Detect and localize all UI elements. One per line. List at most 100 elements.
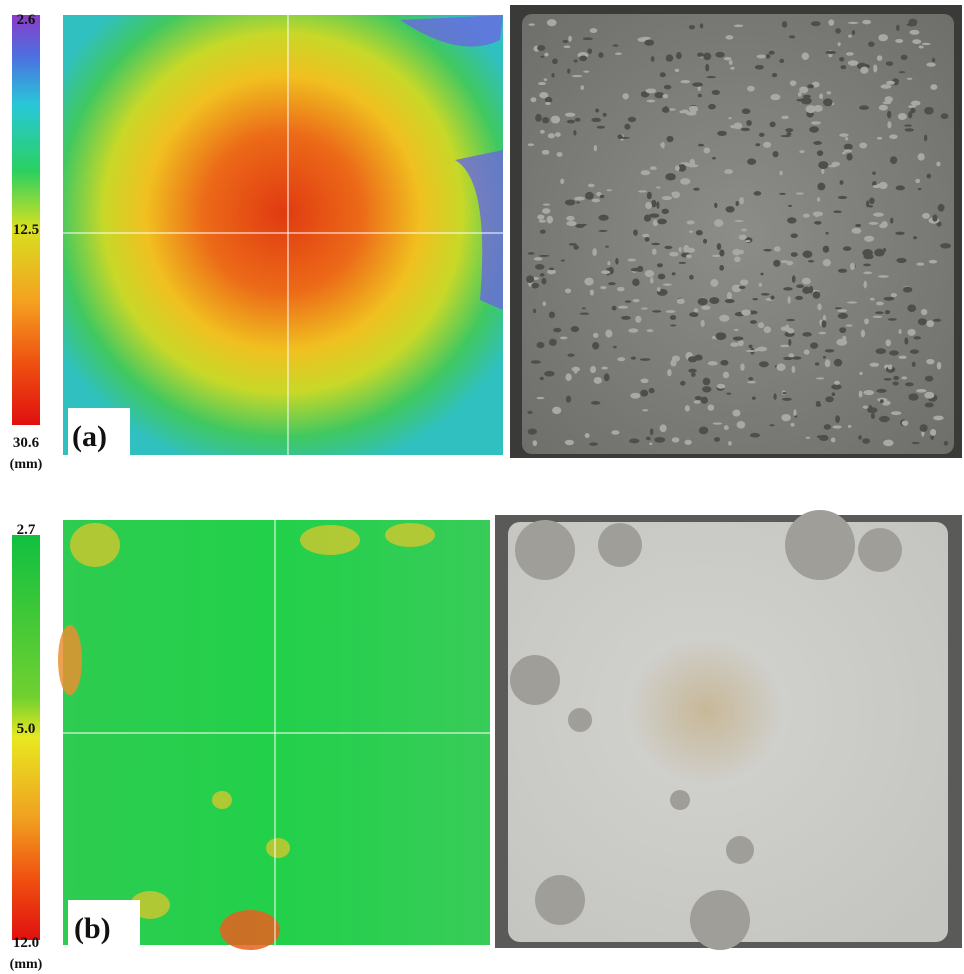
aggregate	[575, 118, 581, 122]
aggregate	[899, 329, 902, 334]
aggregate	[604, 373, 610, 381]
aggregate	[915, 179, 920, 183]
aggregate	[618, 306, 628, 309]
aggregate	[703, 52, 711, 60]
aggregate	[657, 287, 661, 292]
aggregate	[924, 135, 927, 142]
aggregate	[654, 92, 664, 98]
aggregate	[629, 439, 639, 444]
aggregate	[911, 101, 921, 106]
aggregate	[549, 267, 554, 270]
aggregate	[832, 425, 841, 428]
aggregate	[574, 197, 585, 201]
aggregate	[537, 342, 545, 348]
aggregate	[759, 133, 765, 137]
aggregate	[689, 106, 698, 113]
aggregate	[845, 137, 848, 140]
aggregate	[870, 298, 875, 301]
aggregate	[605, 246, 609, 248]
aggregate	[879, 224, 886, 228]
aggregate	[825, 359, 831, 367]
aggregate	[920, 424, 928, 432]
aggregate	[533, 309, 536, 313]
aggregate	[600, 286, 606, 289]
aggregate	[717, 384, 726, 389]
aggregate	[846, 153, 852, 160]
aggregate	[675, 69, 679, 72]
aggregate	[776, 363, 785, 371]
aggregate	[666, 54, 674, 61]
aggregate	[891, 411, 902, 415]
aggregate	[786, 319, 795, 321]
aggregate	[727, 292, 732, 300]
aggregate	[815, 362, 819, 365]
aggregate	[825, 349, 835, 352]
aggregate	[726, 206, 735, 212]
aggregate	[932, 214, 937, 221]
aggregate	[697, 52, 704, 56]
aggregate	[883, 440, 894, 447]
aggregate	[540, 56, 544, 58]
aggregate	[595, 109, 599, 113]
aggregate	[537, 45, 545, 51]
aggregate	[728, 117, 731, 119]
aggregate	[566, 396, 571, 403]
aggregate	[818, 332, 826, 335]
aggregate	[848, 425, 852, 428]
aggregate	[734, 220, 743, 222]
aggregate	[696, 230, 703, 235]
aggregate	[896, 258, 906, 263]
aggregate	[538, 82, 546, 85]
aggregate	[859, 143, 867, 149]
aggregate	[886, 81, 895, 85]
aggregate	[745, 240, 750, 242]
aggregate	[913, 236, 917, 239]
aggregate	[531, 283, 539, 289]
aggregate	[705, 64, 709, 72]
aggregate	[839, 133, 848, 137]
aggregate	[910, 108, 915, 114]
aggregate	[686, 254, 692, 258]
aggregate	[893, 376, 899, 380]
aggregate	[565, 200, 575, 206]
aggregate	[798, 92, 802, 97]
aggregate	[645, 88, 656, 93]
aggregate	[790, 80, 797, 86]
aggregate	[714, 219, 723, 227]
aggregate	[564, 45, 571, 48]
aggregate	[925, 376, 933, 382]
aggregate	[613, 346, 617, 349]
aggregate	[592, 199, 601, 203]
aggregate	[600, 195, 605, 198]
aggregate	[535, 114, 542, 122]
aggregate	[665, 173, 676, 180]
aggregate	[631, 268, 642, 272]
aggregate	[704, 147, 711, 153]
aggregate	[781, 327, 788, 331]
aggregate	[670, 315, 676, 320]
aggregate	[873, 185, 878, 188]
aggregate	[710, 279, 718, 287]
aggregate	[938, 204, 945, 212]
spall	[670, 790, 690, 810]
aggregate	[638, 190, 647, 192]
aggregate	[544, 53, 548, 57]
aggregate	[761, 293, 770, 296]
aggregate	[646, 437, 651, 441]
aggregate	[650, 166, 657, 170]
aggregate	[691, 372, 696, 376]
aggregate	[827, 91, 832, 94]
aggregate	[944, 441, 949, 446]
aggregate	[848, 35, 852, 38]
aggregate	[785, 128, 793, 132]
aggregate	[901, 55, 908, 60]
aggregate	[584, 278, 593, 286]
aggregate	[565, 373, 571, 381]
aggregate	[684, 440, 691, 445]
aggregate	[855, 224, 861, 227]
aggregate	[689, 230, 693, 232]
aggregate	[819, 93, 823, 99]
aggregate	[534, 257, 543, 261]
aggregate	[752, 298, 758, 300]
aggregate	[693, 188, 699, 191]
